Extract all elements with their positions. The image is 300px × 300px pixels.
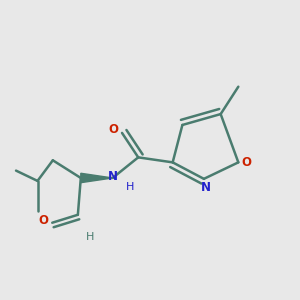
- Text: N: N: [108, 170, 118, 183]
- Text: N: N: [201, 181, 211, 194]
- Text: O: O: [38, 214, 48, 227]
- Text: O: O: [242, 156, 252, 169]
- Polygon shape: [81, 173, 112, 183]
- Text: H: H: [126, 182, 134, 192]
- Text: O: O: [109, 123, 119, 136]
- Text: H: H: [85, 232, 94, 242]
